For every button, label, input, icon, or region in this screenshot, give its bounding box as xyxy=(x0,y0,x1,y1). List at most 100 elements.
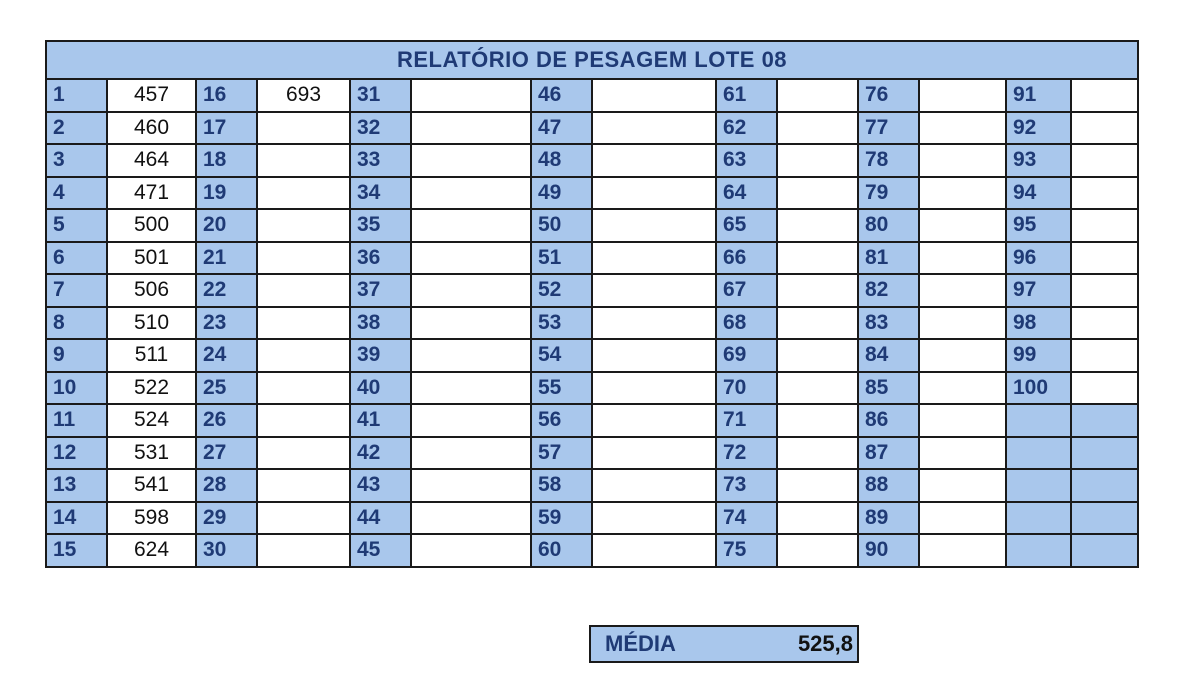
item-number-cell: 40 xyxy=(349,370,412,405)
item-number-cell: 2 xyxy=(45,110,108,145)
weight-cell xyxy=(776,78,859,113)
weight-cell: 598 xyxy=(106,500,197,535)
weight-cell xyxy=(1070,110,1139,145)
weight-cell xyxy=(1070,78,1139,113)
item-number-cell: 66 xyxy=(715,240,778,275)
item-number-cell: 92 xyxy=(1005,110,1072,145)
item-number-cell: 82 xyxy=(857,273,920,308)
item-number-cell: 59 xyxy=(530,500,593,535)
weight-cell xyxy=(591,273,717,308)
weight-cell: 624 xyxy=(106,533,197,568)
item-number-cell: 5 xyxy=(45,208,108,243)
weight-cell xyxy=(776,175,859,210)
weight-cell xyxy=(256,273,351,308)
item-number-cell: 14 xyxy=(45,500,108,535)
weight-cell xyxy=(591,208,717,243)
weight-cell xyxy=(410,468,532,503)
weight-cell xyxy=(410,500,532,535)
weight-cell xyxy=(776,338,859,373)
weight-cell xyxy=(591,78,717,113)
weight-cell xyxy=(256,143,351,178)
weight-cell xyxy=(1070,175,1139,210)
weight-cell xyxy=(918,273,1007,308)
item-number-cell: 17 xyxy=(195,110,258,145)
weight-cell xyxy=(776,208,859,243)
item-number-cell: 28 xyxy=(195,468,258,503)
weight-cell xyxy=(410,370,532,405)
item-number-cell: 22 xyxy=(195,273,258,308)
item-number-cell: 72 xyxy=(715,435,778,470)
item-number-cell: 31 xyxy=(349,78,412,113)
weight-cell xyxy=(256,533,351,568)
item-number-cell: 85 xyxy=(857,370,920,405)
table-row: 10 522 25 40 55 70 85 100 xyxy=(45,370,1139,405)
weight-cell xyxy=(918,110,1007,145)
item-number-cell: 43 xyxy=(349,468,412,503)
weight-cell xyxy=(1070,533,1139,568)
item-number-cell: 19 xyxy=(195,175,258,210)
weight-cell xyxy=(776,305,859,340)
item-number-cell: 11 xyxy=(45,403,108,438)
item-number-cell: 78 xyxy=(857,143,920,178)
item-number-cell: 21 xyxy=(195,240,258,275)
item-number-cell xyxy=(1005,533,1072,568)
weight-cell xyxy=(591,110,717,145)
weight-cell xyxy=(918,435,1007,470)
item-number-cell: 96 xyxy=(1005,240,1072,275)
weight-cell xyxy=(776,468,859,503)
item-number-cell: 7 xyxy=(45,273,108,308)
weight-cell xyxy=(918,78,1007,113)
item-number-cell: 79 xyxy=(857,175,920,210)
item-number-cell: 99 xyxy=(1005,338,1072,373)
item-number-cell: 49 xyxy=(530,175,593,210)
weight-cell xyxy=(256,240,351,275)
item-number-cell: 24 xyxy=(195,338,258,373)
weight-cell: 524 xyxy=(106,403,197,438)
item-number-cell: 97 xyxy=(1005,273,1072,308)
weight-cell xyxy=(591,240,717,275)
item-number-cell: 63 xyxy=(715,143,778,178)
weight-cell xyxy=(1070,143,1139,178)
weight-cell xyxy=(410,110,532,145)
item-number-cell: 71 xyxy=(715,403,778,438)
weight-cell xyxy=(918,370,1007,405)
table-row: 11 524 26 41 56 71 86 xyxy=(45,403,1139,438)
item-number-cell: 100 xyxy=(1005,370,1072,405)
weight-cell xyxy=(256,468,351,503)
weight-cell: 460 xyxy=(106,110,197,145)
item-number-cell: 33 xyxy=(349,143,412,178)
item-number-cell: 73 xyxy=(715,468,778,503)
item-number-cell: 38 xyxy=(349,305,412,340)
item-number-cell: 54 xyxy=(530,338,593,373)
weight-cell xyxy=(591,403,717,438)
weight-cell xyxy=(918,240,1007,275)
report-title: RELATÓRIO DE PESAGEM LOTE 08 xyxy=(45,40,1139,80)
table-row: 2 460 17 32 47 62 77 92 xyxy=(45,110,1139,145)
weighing-report-table: RELATÓRIO DE PESAGEM LOTE 08 1 457 16 693 31… xyxy=(45,40,1139,568)
item-number-cell: 69 xyxy=(715,338,778,373)
weight-cell xyxy=(918,143,1007,178)
item-number-cell: 35 xyxy=(349,208,412,243)
table-row: 1 457 16 693 31 46 61 76 91 xyxy=(45,78,1139,113)
item-number-cell: 9 xyxy=(45,338,108,373)
weight-cell xyxy=(1070,370,1139,405)
item-number-cell: 16 xyxy=(195,78,258,113)
item-number-cell xyxy=(1005,435,1072,470)
item-number-cell: 57 xyxy=(530,435,593,470)
weight-cell xyxy=(591,435,717,470)
item-number-cell: 27 xyxy=(195,435,258,470)
weight-cell xyxy=(776,500,859,535)
weight-cell xyxy=(776,240,859,275)
item-number-cell: 75 xyxy=(715,533,778,568)
item-number-cell: 61 xyxy=(715,78,778,113)
weight-cell xyxy=(410,273,532,308)
table-row: 9 511 24 39 54 69 84 99 xyxy=(45,338,1139,373)
weight-cell: 464 xyxy=(106,143,197,178)
item-number-cell: 88 xyxy=(857,468,920,503)
item-number-cell: 48 xyxy=(530,143,593,178)
item-number-cell: 84 xyxy=(857,338,920,373)
table-row: 6 501 21 36 51 66 81 96 xyxy=(45,240,1139,275)
report-body: 1 457 16 693 31 46 61 76 91 2 460 17 32 47 62 77 92 3 464 1… xyxy=(45,78,1139,568)
item-number-cell: 87 xyxy=(857,435,920,470)
item-number-cell: 62 xyxy=(715,110,778,145)
